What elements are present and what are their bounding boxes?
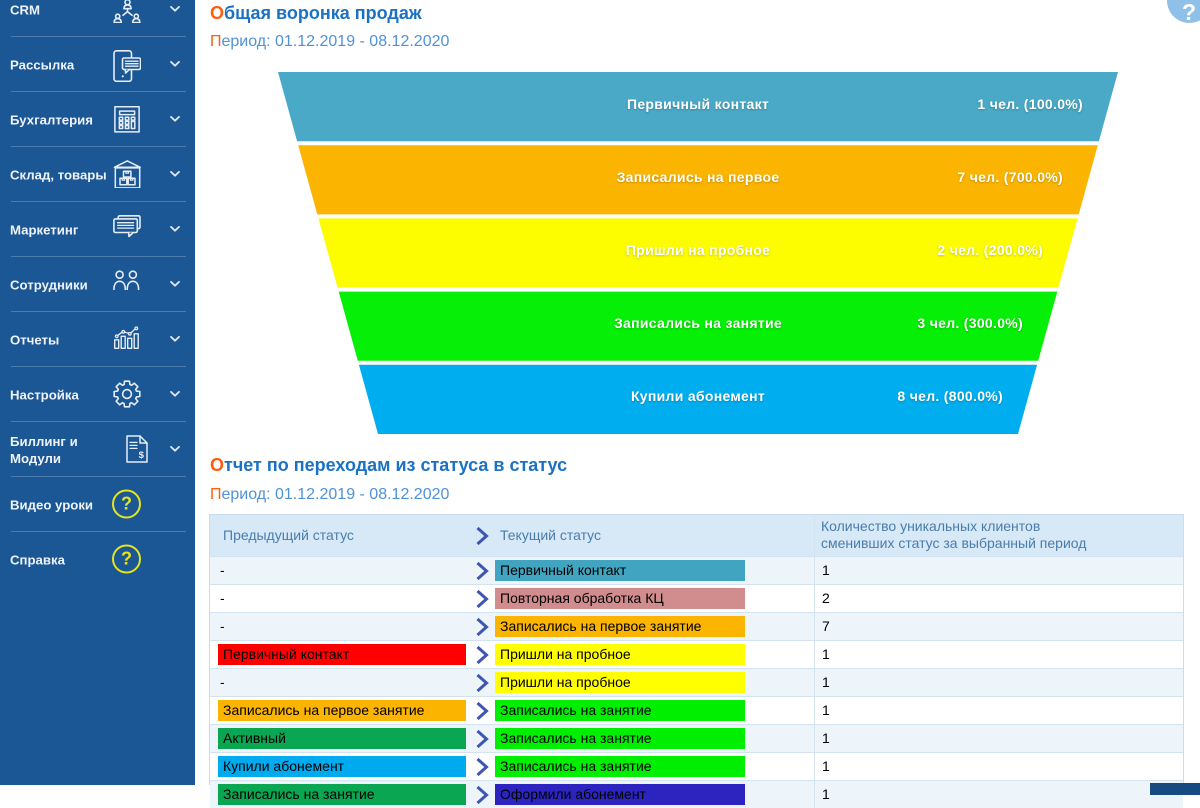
svg-text:$: $ — [139, 450, 145, 461]
